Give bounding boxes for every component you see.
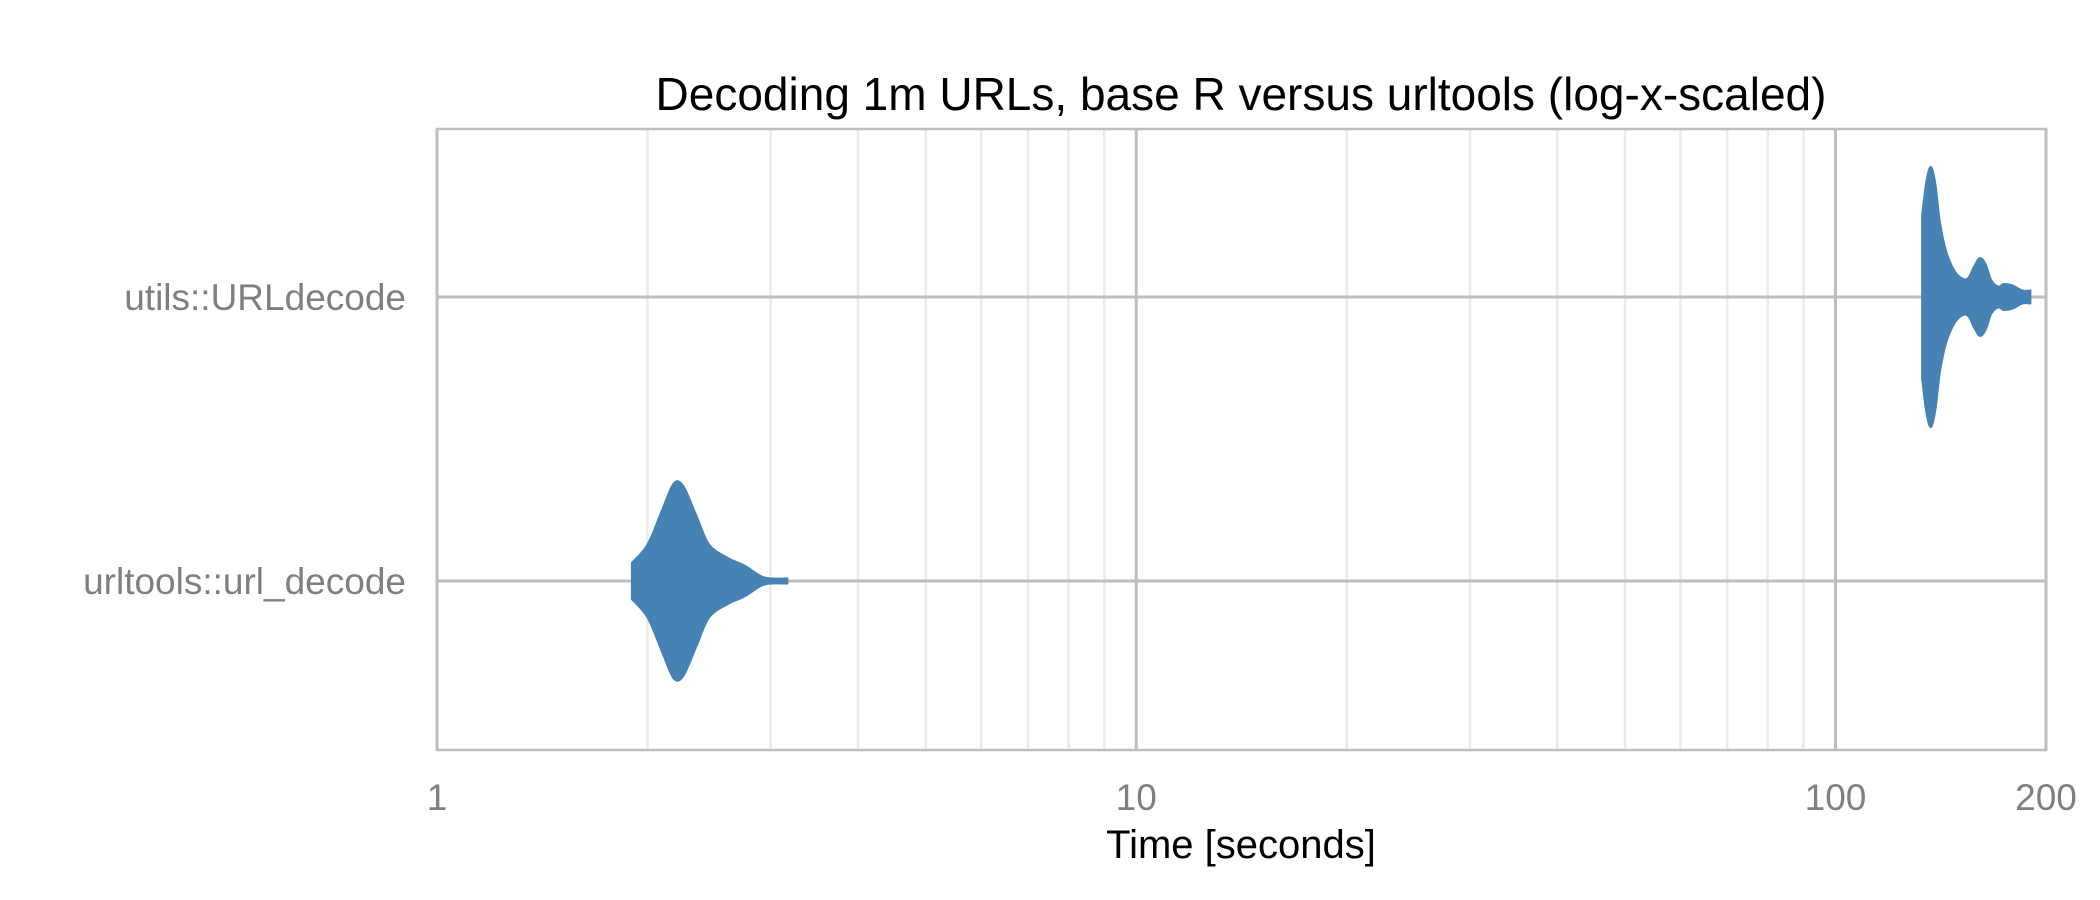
y-tick-label: utils::URLdecode bbox=[124, 277, 406, 318]
violin-utils-urldecode bbox=[1921, 165, 2032, 429]
x-tick-label: 100 bbox=[1805, 777, 1867, 818]
grid bbox=[435, 129, 2048, 750]
x-tick-label: 200 bbox=[2015, 777, 2077, 818]
x-tick-labels: 1 10 100 200 bbox=[427, 777, 2077, 818]
plot-border bbox=[435, 127, 2048, 752]
x-tick-label: 10 bbox=[1116, 777, 1157, 818]
violins bbox=[630, 165, 2032, 682]
chart-title: Decoding 1m URLs, base R versus urltools… bbox=[656, 68, 1827, 120]
violin-urltools-url-decode bbox=[630, 480, 789, 682]
x-tick-label: 1 bbox=[427, 777, 448, 818]
x-axis-label: Time [seconds] bbox=[1106, 823, 1376, 867]
y-tick-label: urltools::url_decode bbox=[83, 561, 406, 602]
